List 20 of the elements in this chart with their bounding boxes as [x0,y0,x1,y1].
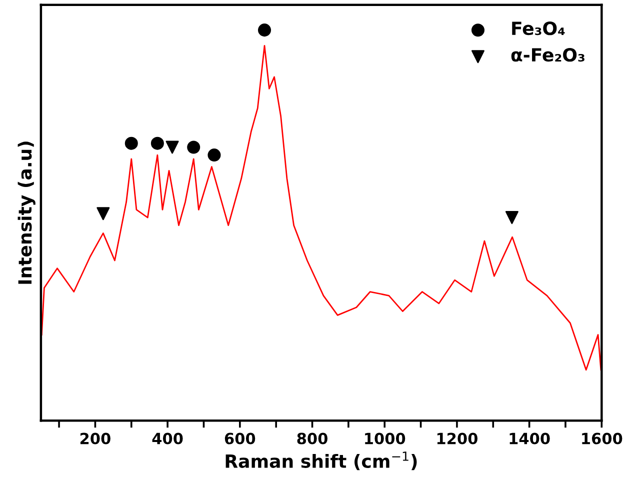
x-tick-label: 200 [80,432,110,444]
point [124,136,138,150]
x-tick-label: 1200 [437,432,478,444]
x-tick-label: 400 [152,432,183,444]
x-tick-label: 1600 [582,432,622,444]
x-tick-label: 800 [297,432,328,444]
x-tick-label: 1400 [510,432,550,444]
x-tick-label: 600 [224,432,256,444]
legend-label: Fe₃O₄ [512,21,565,36]
point [150,136,164,150]
x-axis-title: Raman shift (cm$^{−1}$) [226,452,417,470]
point [166,140,179,154]
point [258,24,272,37]
point [96,207,110,220]
point [187,140,200,154]
point [208,148,221,162]
x-tick-label: 1000 [365,432,406,444]
legend-label: α-Fe₂O₃ [511,48,584,62]
point [505,211,518,224]
y-axis-title: Intensity (a.u) [18,142,36,284]
